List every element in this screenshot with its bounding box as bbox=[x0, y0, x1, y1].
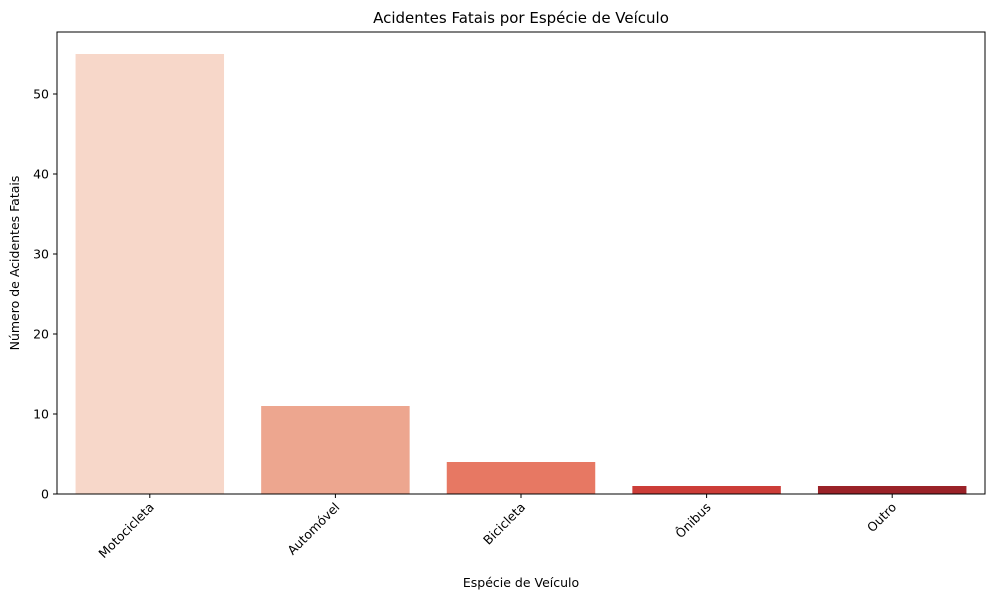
x-tick-label: Ônibus bbox=[672, 500, 713, 541]
y-tick-label: 40 bbox=[33, 167, 49, 182]
bar-motocicleta bbox=[75, 54, 225, 494]
y-axis-ticks: 0 10 20 30 40 50 bbox=[33, 87, 57, 502]
x-tick-label: Automóvel bbox=[284, 500, 342, 558]
y-axis-label: Número de Acidentes Fatais bbox=[7, 176, 22, 351]
y-tick-label: 30 bbox=[33, 247, 49, 262]
bar-bicicleta bbox=[446, 462, 596, 494]
bar-outro bbox=[817, 486, 967, 494]
x-axis-label: Espécie de Veículo bbox=[463, 575, 579, 590]
x-axis-ticks: Motocicleta Automóvel Bicicleta Ônibus Outro bbox=[95, 494, 899, 561]
x-tick-label: Bicicleta bbox=[480, 500, 528, 548]
x-tick-label: Motocicleta bbox=[95, 500, 156, 561]
y-tick-label: 20 bbox=[33, 327, 49, 342]
y-tick-label: 50 bbox=[33, 87, 49, 102]
bar-ônibus bbox=[632, 486, 781, 494]
y-tick-label: 10 bbox=[33, 407, 49, 422]
bar-automóvel bbox=[261, 406, 410, 494]
bars-group bbox=[75, 54, 967, 494]
chart-title: Acidentes Fatais por Espécie de Veículo bbox=[373, 9, 669, 27]
y-tick-label: 0 bbox=[41, 487, 49, 502]
x-tick-label: Outro bbox=[864, 500, 899, 535]
